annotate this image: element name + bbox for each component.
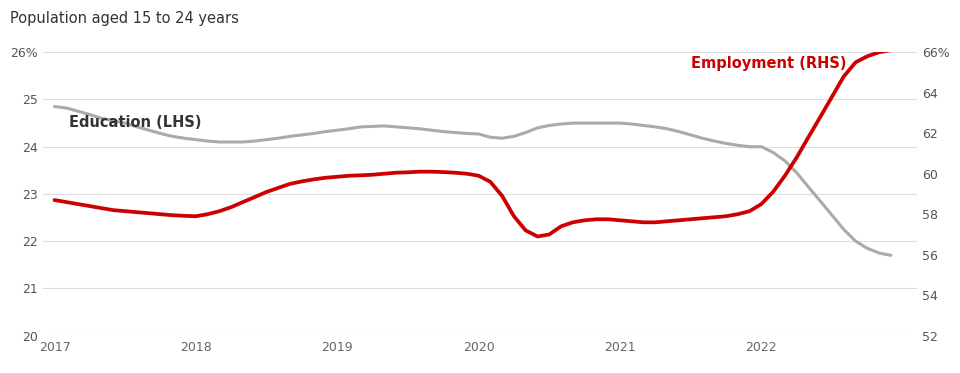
Text: Population aged 15 to 24 years: Population aged 15 to 24 years — [10, 11, 238, 26]
Text: Education (LHS): Education (LHS) — [69, 115, 202, 129]
Text: Employment (RHS): Employment (RHS) — [690, 56, 846, 71]
